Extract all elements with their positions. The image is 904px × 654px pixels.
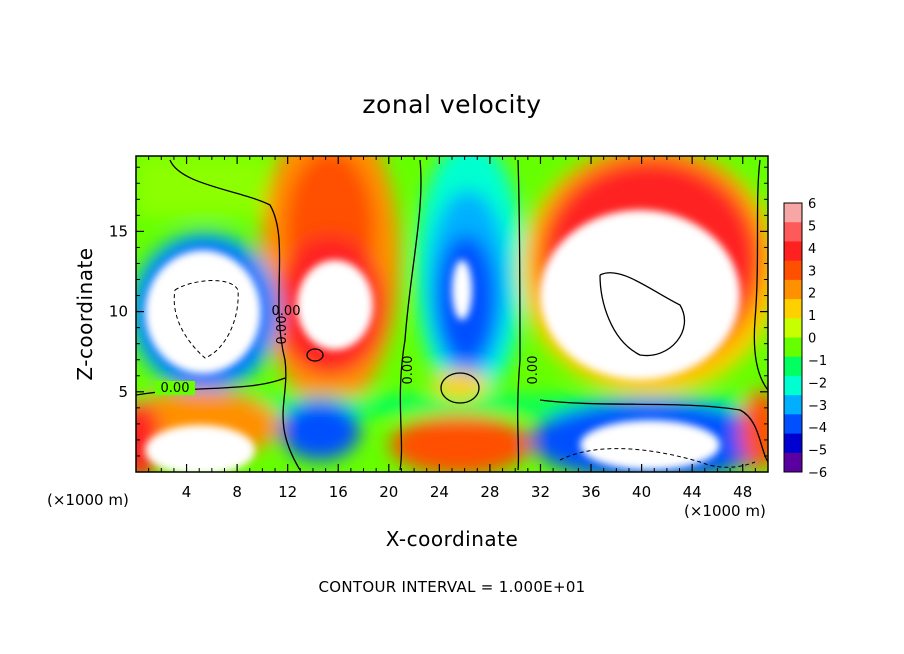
contour-labels: 0.000.000.00 0.000.00: [155, 304, 541, 396]
contour-label: 0.00: [275, 316, 290, 345]
x-tick-label: 12: [278, 483, 297, 501]
contour-label: 0.00: [272, 304, 301, 319]
colorbar-swatch: [784, 222, 802, 242]
colorbar-label: −5: [808, 444, 827, 459]
colorbar-label: −6: [808, 466, 827, 481]
colorbar: 6 5 4 3 2 1 0 −1 −2 −3 −4 −5 −6: [783, 197, 827, 481]
colorbar-frame: [783, 202, 803, 473]
colorbar-swatch: [784, 395, 802, 415]
x-tick-label: 40: [632, 483, 651, 501]
colorbar-label: −1: [808, 354, 827, 369]
y-tick-label: 10: [109, 303, 128, 321]
zero-contours: [136, 159, 768, 471]
heatmap-field: [136, 156, 768, 472]
colorbar-label: 0: [808, 332, 816, 347]
x-tick-label: 8: [232, 483, 242, 501]
colorbar-swatch: [784, 356, 802, 377]
colorbar-swatch: [784, 452, 802, 473]
x-tick-label: 44: [683, 483, 702, 501]
colorbar-swatch: [784, 299, 802, 319]
colorbar-label: −3: [808, 399, 827, 414]
colorbar-swatch: [784, 375, 802, 396]
y-tick-label: 15: [109, 222, 128, 240]
x-tick-label: 48: [733, 483, 752, 501]
colorbar-label: 6: [808, 197, 816, 212]
colorbar-label: 1: [808, 309, 816, 324]
colorbar-swatch: [784, 337, 802, 358]
x-tick-label: 32: [531, 483, 550, 501]
contour-label: 0.00: [161, 381, 190, 396]
colorbar-swatch: [784, 414, 802, 435]
chart-title: zonal velocity: [362, 90, 541, 119]
negative-contours: [173, 280, 756, 468]
x-tick-label: 16: [329, 483, 348, 501]
y-ticks: 5 10 15: [109, 166, 768, 457]
colorbar-label: −2: [808, 376, 827, 391]
colorbar-label: 5: [808, 219, 816, 234]
y-axis-title: Z-coordinate: [73, 247, 97, 380]
colorbar-label: 4: [808, 242, 816, 257]
contour-interval: CONTOUR INTERVAL = 1.000E+01: [318, 578, 585, 596]
x-units-left: (×1000 m): [47, 491, 129, 509]
colorbar-swatch: [784, 241, 802, 262]
x-axis-title: X-coordinate: [386, 527, 519, 551]
x-tick-label: 28: [480, 483, 499, 501]
y-tick-label: 5: [118, 383, 128, 401]
x-tick-label: 24: [430, 483, 449, 501]
colorbar-swatch: [784, 433, 802, 454]
colorbar-swatch: [784, 260, 802, 281]
x-tick-label: 20: [379, 483, 398, 501]
contour-label: 0.00: [401, 356, 416, 385]
colorbar-label: 2: [808, 287, 816, 302]
colorbar-label: −4: [808, 421, 827, 436]
colorbar-swatch: [784, 203, 802, 223]
colorbar-label: 3: [808, 264, 816, 279]
colorbar-swatch: [784, 318, 802, 338]
x-tick-label: 4: [182, 483, 192, 501]
colorbar-swatch: [784, 279, 802, 300]
x-units-right: (×1000 m): [684, 502, 766, 520]
contour-label-bg: [155, 381, 195, 395]
x-tick-label: 36: [581, 483, 600, 501]
x-ticks: 4 8 12 16 20 24 28 32 36 40 44 48: [148, 156, 756, 501]
contour-label: 0.00: [526, 356, 541, 385]
